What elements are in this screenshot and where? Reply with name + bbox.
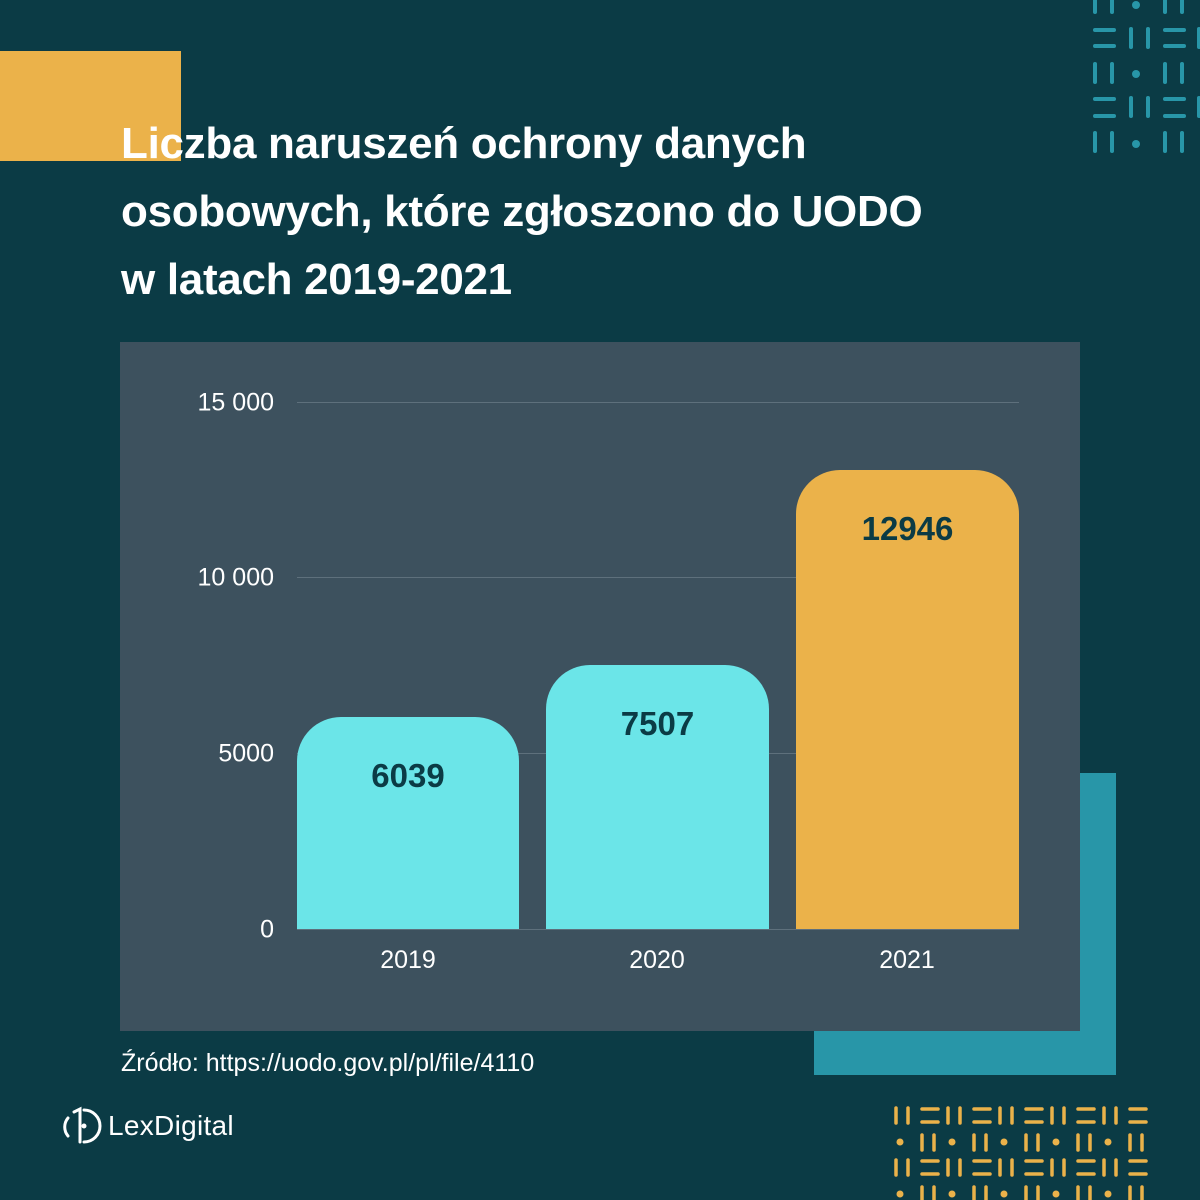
source-note: Źródło: https://uodo.gov.pl/pl/file/4110 [121,1049,535,1077]
dash-pattern-top-right [1093,0,1200,153]
y-tick-10000: 10 000 [197,563,274,592]
bar-2021: 12946 [796,470,1019,929]
page-title: Liczba naruszeń ochrony danych osobowych… [121,110,1121,314]
brand-logo: LexDigital [60,1106,234,1146]
x-tick-2020: 2020 [629,946,685,974]
brand-name: LexDigital [108,1110,234,1141]
x-tick-2019: 2019 [380,946,436,974]
gridline-0 [297,929,1019,930]
y-tick-15000: 15 000 [197,388,274,417]
title-line-3: w latach 2019-2021 [121,255,512,304]
y-tick-0: 0 [260,915,274,944]
y-tick-5000: 5000 [218,739,274,768]
x-tick-2021: 2021 [879,946,935,974]
bar-2020: 7507 [546,665,769,929]
bar-value-2021: 12946 [861,510,954,547]
bar-2019: 6039 [297,717,519,929]
dash-pattern-bottom-right [894,1106,1148,1200]
gridline-15000 [297,402,1019,403]
title-line-1: Liczba naruszeń ochrony danych [121,119,807,168]
decorative-yellow-rectangle [0,51,181,161]
lexdigital-logo-icon [63,1106,102,1144]
bar-value-2019: 6039 [371,757,445,794]
title-line-2: osobowych, które zgłoszono do UODO [121,187,923,236]
bar-value-2020: 7507 [620,705,695,742]
chart-panel: 15 000 10 000 5000 0 6039 7507 12946 201… [120,342,1080,1031]
gridline-10000 [297,577,1019,578]
